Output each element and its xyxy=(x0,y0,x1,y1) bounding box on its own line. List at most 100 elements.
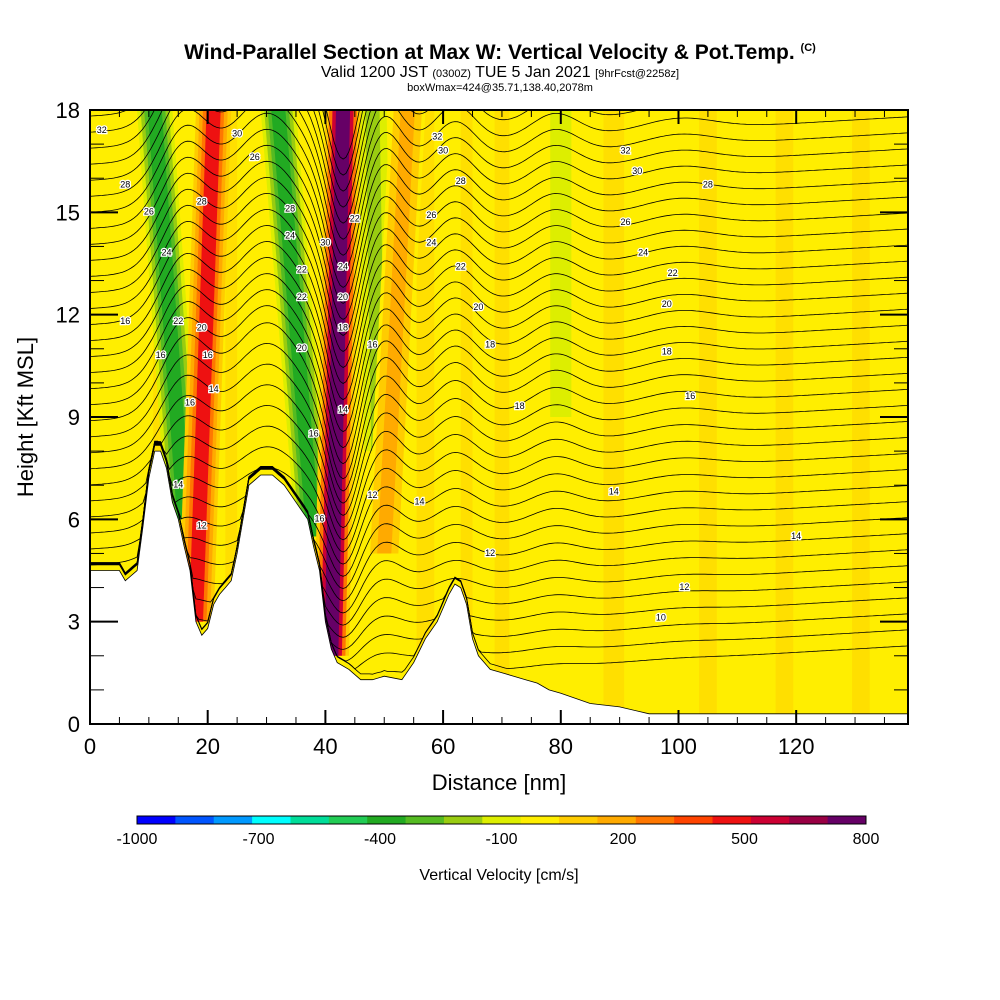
contour-label: 30 xyxy=(320,237,330,247)
theta-contour xyxy=(90,443,908,614)
contour-label: 30 xyxy=(232,128,242,138)
theta-contour xyxy=(90,441,908,565)
theta-contour xyxy=(90,225,908,384)
contour-label: 16 xyxy=(685,391,695,401)
colorbar-title: Vertical Velocity [cm/s] xyxy=(419,867,578,884)
y-tick-label: 6 xyxy=(68,507,80,532)
contour-label: 16 xyxy=(315,514,325,524)
theta-contour xyxy=(90,110,908,224)
theta-contour xyxy=(90,192,908,352)
colorbar-segment xyxy=(482,816,522,824)
x-tick-label: 40 xyxy=(313,734,337,759)
contour-labels: 32 28 26 24 22 16 16 16 14 12 20 16 14 28 30 26 28 24 22 22… xyxy=(96,124,803,624)
forecast-info: [9hrFcst@2258z] xyxy=(595,68,680,80)
theta-contour xyxy=(90,160,908,320)
contour-label: 16 xyxy=(203,350,213,360)
copyright-mark: (C) xyxy=(800,42,816,54)
contour-label: 16 xyxy=(185,398,195,408)
y-tick-label: 15 xyxy=(56,200,80,225)
chart-title-line: Wind-Parallel Section at Max W: Vertical… xyxy=(0,36,1000,65)
theta-contour xyxy=(90,441,908,553)
colorbar-segment xyxy=(290,816,330,824)
contour-label: 22 xyxy=(350,214,360,224)
colorbar-segment xyxy=(252,816,291,824)
colorbar-segment xyxy=(789,816,829,824)
colorbar-segment xyxy=(597,816,637,824)
contour-label: 32 xyxy=(97,125,107,135)
contour-label: 28 xyxy=(703,179,713,189)
contour-label: 28 xyxy=(456,176,466,186)
contour-label: 24 xyxy=(638,248,648,258)
theta-contour xyxy=(90,322,908,480)
weak-ascent-band xyxy=(416,110,435,724)
contour-label: 18 xyxy=(338,323,348,333)
colorbar-segment xyxy=(674,816,714,824)
potential-temperature-contours xyxy=(90,110,908,675)
theta-contour xyxy=(90,289,908,449)
theta-contour xyxy=(90,384,908,516)
theta-contour xyxy=(90,273,908,433)
colorbar-segment xyxy=(443,816,483,824)
axes: 0 20 40 60 80 100 120 0 3 6 9 12 15 18 xyxy=(56,98,908,759)
x-tick-label: 100 xyxy=(660,734,697,759)
theta-contour xyxy=(90,144,908,304)
contour-label: 12 xyxy=(197,521,207,531)
colorbar-segment xyxy=(367,816,407,824)
contour-label: 18 xyxy=(662,347,672,357)
colorbar-segment xyxy=(328,816,368,824)
contour-label: 14 xyxy=(338,405,348,415)
colorbar-tick-label: 800 xyxy=(853,831,880,848)
valid-utc: (0300Z) xyxy=(432,68,471,80)
theta-contour xyxy=(90,241,908,401)
weak-ascent-band xyxy=(775,110,794,724)
colorbar-segment xyxy=(405,816,445,824)
colorbar-segment xyxy=(827,816,867,824)
contour-label: 26 xyxy=(426,210,436,220)
theta-contour xyxy=(90,305,908,465)
theta-contour xyxy=(90,110,641,208)
theta-contour xyxy=(90,112,908,272)
contour-label: 26 xyxy=(144,207,154,217)
chart-title: Wind-Parallel Section at Max W: Vertical… xyxy=(184,41,795,64)
x-tick-label: 0 xyxy=(84,734,96,759)
colorbar-tick-label: -400 xyxy=(364,831,396,848)
colorbar-segment xyxy=(750,816,790,824)
contour-label: 24 xyxy=(161,248,171,258)
colorbar-segment xyxy=(137,816,176,824)
contour-label: 24 xyxy=(338,261,348,271)
colorbar-tick-label: 500 xyxy=(731,831,758,848)
weak-ascent-band xyxy=(699,110,717,724)
contour-label: 12 xyxy=(485,548,495,558)
contour-label: 24 xyxy=(426,237,436,247)
y-tick-label: 3 xyxy=(68,610,80,635)
contour-label: 16 xyxy=(309,428,319,438)
x-tick-label: 60 xyxy=(431,734,455,759)
theta-contour xyxy=(90,208,908,368)
contour-label: 26 xyxy=(250,152,260,162)
theta-contour xyxy=(90,363,908,504)
band-layer xyxy=(271,110,321,537)
band-layer xyxy=(553,110,568,417)
x-tick-label: 120 xyxy=(778,734,815,759)
contour-label: 28 xyxy=(197,196,207,206)
theta-contour xyxy=(90,342,908,492)
theta-contour xyxy=(90,110,908,256)
contour-label: 18 xyxy=(515,401,525,411)
weak-ascent-band xyxy=(225,110,238,724)
colorbar-tick-label: -700 xyxy=(242,831,274,848)
colorbar-segment xyxy=(175,816,215,824)
theta-contour xyxy=(90,176,908,336)
colorbar-segment xyxy=(712,816,752,824)
contour-label: 12 xyxy=(367,490,377,500)
contour-label: 12 xyxy=(679,582,689,592)
weak-ascent-band xyxy=(603,110,625,724)
weak-ascent-band xyxy=(460,110,473,724)
contour-label: 20 xyxy=(338,292,348,302)
band-layer xyxy=(147,110,192,520)
y-tick-label: 12 xyxy=(56,303,80,328)
contour-label: 28 xyxy=(285,203,295,213)
valid-date: TUE 5 Jan 2021 xyxy=(475,64,591,81)
contour-label: 14 xyxy=(209,384,219,394)
contour-label: 16 xyxy=(120,316,130,326)
contour-label: 22 xyxy=(297,292,307,302)
